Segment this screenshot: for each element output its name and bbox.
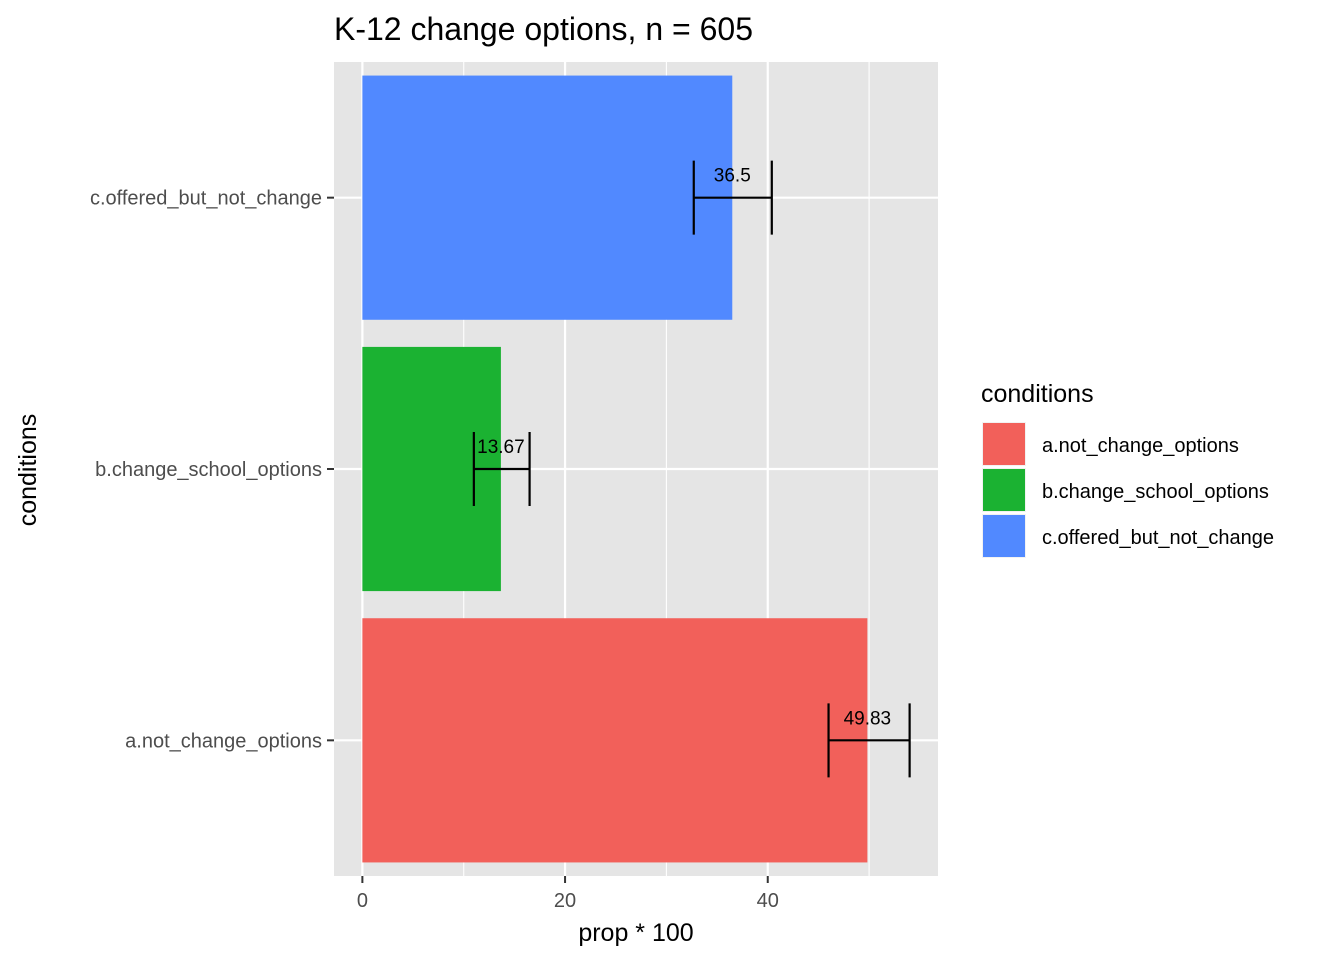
legend-label: a.not_change_options bbox=[1042, 435, 1239, 457]
data-label: 36.5 bbox=[714, 166, 751, 187]
x-tick-label: 40 bbox=[757, 890, 779, 912]
y-tick-label: a.not_change_options bbox=[125, 730, 322, 752]
y-tick-label: c.offered_but_not_change bbox=[90, 188, 322, 210]
x-tick-label: 0 bbox=[357, 890, 368, 912]
legend-title: conditions bbox=[981, 380, 1094, 408]
legend-label: c.offered_but_not_change bbox=[1042, 527, 1274, 549]
bar bbox=[362, 618, 868, 863]
bar bbox=[362, 75, 733, 320]
legend-key bbox=[983, 469, 1025, 511]
y-axis-title: conditions bbox=[14, 414, 42, 527]
legend-key bbox=[983, 423, 1025, 465]
data-label: 49.83 bbox=[844, 708, 892, 729]
x-axis-title: prop * 100 bbox=[578, 919, 693, 947]
y-tick-label: b.change_school_options bbox=[95, 459, 322, 481]
legend-key bbox=[983, 515, 1025, 557]
legend-label: b.change_school_options bbox=[1042, 481, 1269, 503]
legend: conditions a.not_change_options b.change_… bbox=[981, 380, 1274, 558]
x-tick-label: 20 bbox=[554, 890, 576, 912]
chart-title: K-12 change options, n = 605 bbox=[334, 11, 753, 47]
data-label: 13.67 bbox=[477, 437, 525, 458]
plot-panel: 49.83 13.67 36.5 0 20 40 a.not_change_options b… bbox=[90, 62, 938, 912]
